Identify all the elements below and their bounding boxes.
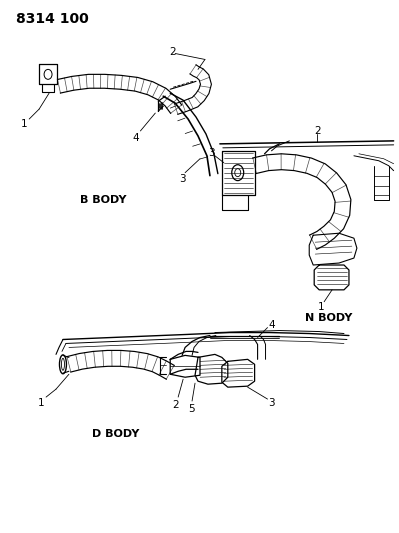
Text: 2: 2 [314, 126, 320, 136]
Text: D BODY: D BODY [92, 429, 139, 439]
Text: 8314 100: 8314 100 [16, 12, 89, 26]
Text: 3: 3 [179, 174, 186, 183]
Text: 1: 1 [38, 398, 44, 408]
Text: 1: 1 [318, 302, 324, 312]
Text: 4: 4 [268, 320, 275, 329]
Text: N BODY: N BODY [305, 313, 353, 322]
Text: 4: 4 [132, 133, 139, 143]
Text: B BODY: B BODY [81, 196, 127, 205]
Text: 5: 5 [188, 404, 194, 414]
Text: 2: 2 [172, 400, 178, 410]
Text: 1: 1 [21, 119, 28, 129]
Text: 2: 2 [169, 46, 176, 56]
Text: 3: 3 [209, 148, 215, 158]
Text: 3: 3 [268, 398, 275, 408]
